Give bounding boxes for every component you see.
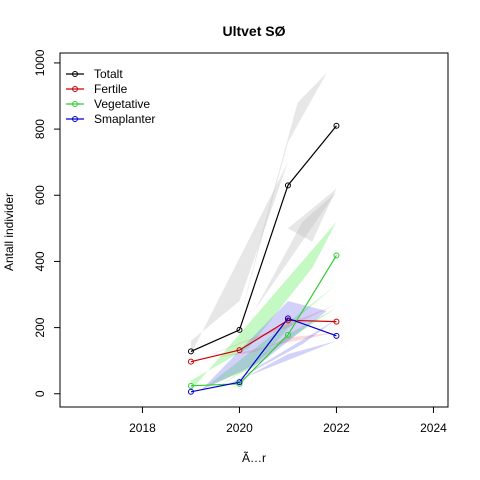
y-tick-label-200: 200 <box>33 317 47 337</box>
legend-label-totalt: Totalt <box>94 67 123 81</box>
y-axis-label: Antall individer <box>2 193 16 271</box>
legend-label-fertile: Fertile <box>94 82 128 96</box>
x-tick-label-2018: 2018 <box>129 421 156 435</box>
legend-label-vegetative: Vegetative <box>94 97 150 111</box>
y-tick-label-600: 600 <box>33 185 47 205</box>
legend-label-smaplanter: Smaplanter <box>94 112 155 126</box>
y-tick-label-0: 0 <box>33 390 47 397</box>
y-tick-label-800: 800 <box>33 119 47 139</box>
x-axis: 2018 2020 2022 2024 <box>129 407 447 435</box>
y-tick-label-1000: 1000 <box>33 49 47 76</box>
chart-title: Ultvet SØ <box>222 23 285 39</box>
x-axis-label: Ã…r <box>242 451 266 465</box>
y-tick-label-400: 400 <box>33 251 47 271</box>
x-tick-label-2020: 2020 <box>226 421 253 435</box>
x-tick-label-2024: 2024 <box>420 421 447 435</box>
confidence-bands <box>191 73 337 391</box>
x-tick-label-2022: 2022 <box>323 421 350 435</box>
y-axis: 0 200 400 600 800 1000 <box>33 49 60 397</box>
